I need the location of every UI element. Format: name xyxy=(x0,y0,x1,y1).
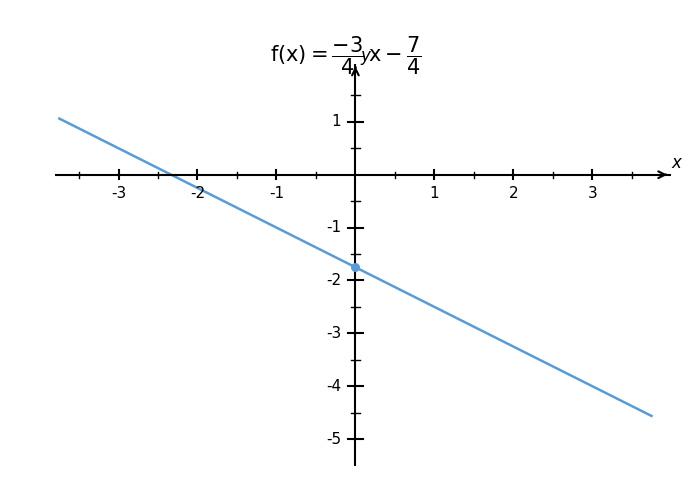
Text: $\mathrm{f(x)} = \dfrac{-3}{4}\,\mathrm{x} - \dfrac{7}{4}$: $\mathrm{f(x)} = \dfrac{-3}{4}\,\mathrm{… xyxy=(270,34,422,77)
Text: y: y xyxy=(360,48,370,65)
Text: -4: -4 xyxy=(326,379,341,393)
Text: -5: -5 xyxy=(326,432,341,446)
Point xyxy=(350,263,361,271)
Text: 1: 1 xyxy=(331,114,341,129)
Text: -3: -3 xyxy=(111,186,126,201)
Text: 3: 3 xyxy=(588,186,597,201)
Text: -2: -2 xyxy=(326,273,341,288)
Text: x: x xyxy=(671,154,681,172)
Text: -3: -3 xyxy=(326,326,341,341)
Text: 1: 1 xyxy=(430,186,439,201)
Text: -1: -1 xyxy=(326,220,341,235)
Text: 2: 2 xyxy=(509,186,518,201)
Text: -2: -2 xyxy=(190,186,205,201)
Text: -1: -1 xyxy=(269,186,284,201)
